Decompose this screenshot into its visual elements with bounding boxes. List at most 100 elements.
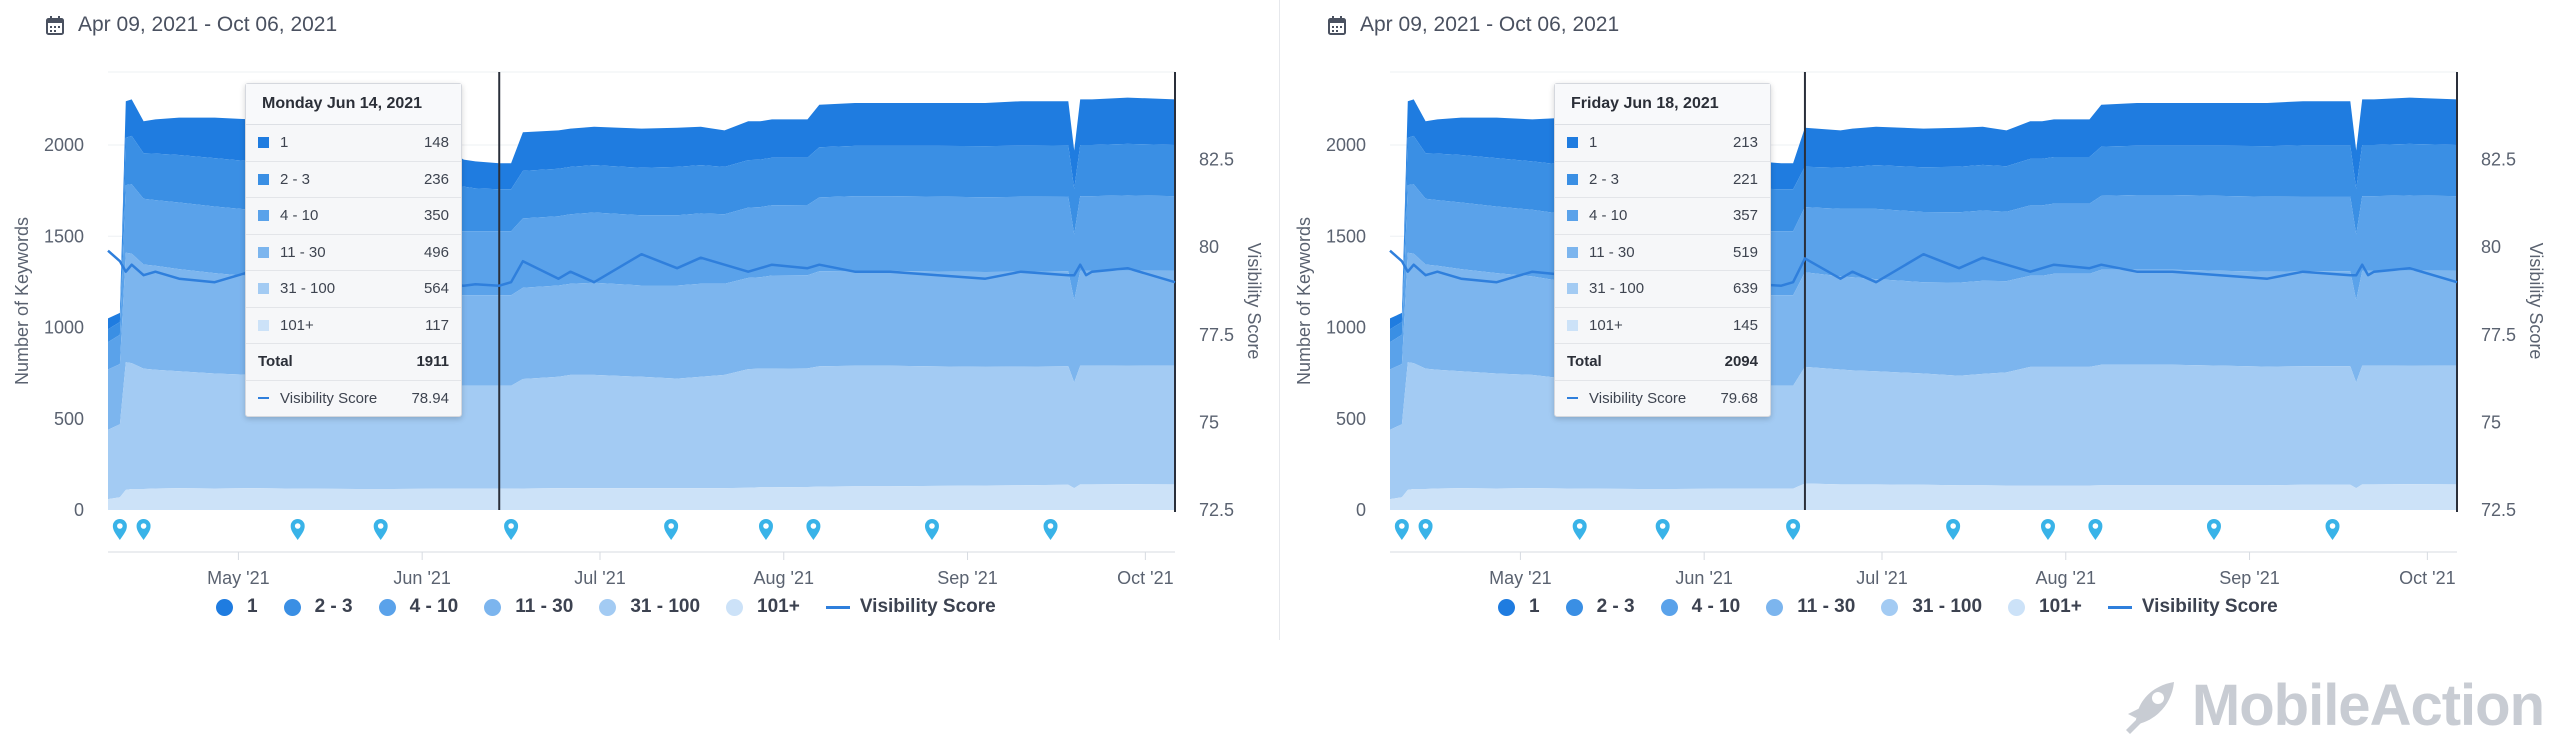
legend-item-rank-101-plus[interactable]: 101+ — [2008, 596, 2082, 618]
x-tick-label: May '21 — [1489, 568, 1551, 588]
tooltip-row-rank-11-30: 11 - 30 519 — [1555, 235, 1770, 271]
pin-shape — [924, 519, 939, 540]
tooltip-swatch — [1567, 283, 1578, 295]
tooltip-row-value: 145 — [1732, 316, 1758, 334]
legend-item-rank-1[interactable]: 1 — [216, 596, 258, 618]
legend-dot — [1660, 598, 1678, 616]
pin-shape — [1946, 519, 1961, 540]
tooltip-row-rank-2-3: 2 - 3 221 — [1555, 162, 1770, 198]
tooltip-swatch — [258, 173, 269, 185]
legend-item-rank-2-3[interactable]: 2 - 3 — [1565, 596, 1635, 618]
tooltip-swatch — [258, 319, 269, 331]
pin-shape — [373, 519, 388, 540]
calendar-icon — [46, 15, 64, 35]
tooltip-row-value: 213 — [1732, 134, 1758, 152]
visibility-score-line — [1389, 249, 2458, 287]
legend-item-rank-4-10[interactable]: 4 - 10 — [1660, 596, 1740, 618]
tooltip-swatch — [1567, 210, 1578, 222]
tooltip-total-value: 1911 — [416, 353, 449, 371]
pin-dot — [1399, 523, 1405, 529]
y-right-tick-label: 80 — [1199, 237, 1219, 257]
x-tick-label: Jun '21 — [393, 568, 450, 588]
tooltip-row-rank-4-10: 4 - 10 357 — [1555, 198, 1770, 235]
legend-dot — [378, 598, 396, 616]
legend-label: 11 - 30 — [1797, 596, 1856, 617]
pin-dot — [377, 523, 384, 529]
legend-item-rank-4-10[interactable]: 4 - 10 — [378, 596, 459, 618]
tooltip-row-value: 639 — [1732, 280, 1758, 298]
tooltip-date: Friday Jun 18, 2021 — [1555, 84, 1770, 125]
pin-shape — [664, 519, 679, 540]
legend-item-visibility-score[interactable]: Visibility Score — [825, 596, 996, 618]
pin-shape — [2325, 519, 2340, 540]
pin-icon — [1418, 519, 1433, 540]
tooltip-row-label: 4 - 10 — [1589, 207, 1628, 225]
tooltip-row-label: 11 - 30 — [280, 243, 326, 261]
y-right-axis-title: Visibility Score — [1244, 243, 1264, 360]
tooltip-row-rank-4-10: 4 - 10 350 — [246, 198, 461, 235]
x-tick-label: Jul '21 — [574, 568, 625, 588]
legend-item-rank-31-100[interactable]: 31 - 100 — [599, 596, 700, 618]
tooltip-row-rank-1: 1 213 — [1555, 125, 1770, 162]
y-right-tick-label: 82.5 — [1199, 150, 1234, 170]
legend-item-rank-101-plus[interactable]: 101+ — [726, 596, 800, 618]
tooltip-row-label: 101+ — [1589, 316, 1623, 334]
legend-dot — [283, 598, 301, 616]
event-pins — [112, 519, 1058, 540]
legend-item-visibility-score[interactable]: Visibility Score — [2107, 596, 2278, 618]
y-tick-label: 500 — [1336, 409, 1366, 429]
stacked-areas — [1390, 97, 2457, 510]
tooltip-row-value: 496 — [423, 243, 449, 261]
tooltip-row-rank-101-plus: 101+ 117 — [246, 308, 461, 344]
pin-dot — [1422, 523, 1429, 529]
tooltip-total-row: Total 1911 — [246, 344, 461, 381]
pin-dot — [1576, 523, 1583, 529]
tooltip-row-rank-2-3: 2 - 3 236 — [246, 162, 461, 198]
legend-item-rank-11-30[interactable]: 11 - 30 — [484, 596, 573, 618]
pin-icon — [806, 519, 821, 540]
tooltip-score-value: 79.68 — [1720, 389, 1758, 407]
pin-dot — [929, 523, 935, 529]
tooltip-score-row: Visibility Score 79.68 — [1555, 381, 1770, 417]
legend-dot — [599, 598, 617, 616]
legend-item-rank-2-3[interactable]: 2 - 3 — [283, 596, 353, 618]
keyword-ranking-chart: 0 500 1000 1500 2000 72.5 75 77.5 80 82.5 May '21 J… — [1294, 71, 2546, 588]
tooltip-row-value: 221 — [1732, 170, 1758, 188]
legend-item-rank-31-100[interactable]: 31 - 100 — [1881, 596, 1982, 618]
pin-dot — [810, 523, 817, 529]
date-range-picker[interactable]: Apr 09, 2021 - Oct 06, 2021 — [46, 12, 337, 38]
pin-icon — [136, 519, 151, 540]
y-axis-title: Number of Keywords — [12, 217, 32, 385]
legend-item-rank-11-30[interactable]: 11 - 30 — [1766, 596, 1855, 618]
pin-dot — [1790, 523, 1796, 529]
legend-dot — [726, 598, 744, 616]
tooltip-line-swatch — [1567, 397, 1578, 400]
pin-icon — [373, 519, 388, 540]
y-tick-label: 1000 — [1326, 318, 1366, 338]
tooltip-score-label: Visibility Score — [280, 389, 378, 407]
tooltip-row-label: 4 - 10 — [280, 207, 319, 225]
legend-label: 101+ — [2039, 596, 2082, 617]
pin-shape — [1043, 519, 1058, 540]
tooltip-row-value: 350 — [423, 207, 449, 225]
x-tick-label: Jul '21 — [1856, 568, 1907, 588]
legend-line — [825, 605, 850, 609]
date-range-text: Apr 09, 2021 - Oct 06, 2021 — [78, 13, 338, 36]
legend-label: 11 - 30 — [515, 596, 574, 617]
pin-shape — [2088, 519, 2103, 540]
rocket-icon — [2125, 681, 2174, 734]
tooltip-row-label: 31 - 100 — [1589, 280, 1645, 298]
tooltip-row-rank-31-100: 31 - 100 639 — [1555, 271, 1770, 308]
tooltip-row-value: 357 — [1732, 207, 1758, 225]
pin-icon — [2040, 519, 2055, 540]
tooltip-row-rank-11-30: 11 - 30 496 — [246, 235, 461, 271]
x-tick-label: Sep '21 — [937, 568, 998, 588]
pin-dot — [294, 523, 301, 529]
visibility-score-line — [107, 249, 1176, 287]
legend-item-rank-1[interactable]: 1 — [1498, 596, 1540, 618]
legend-label: 4 - 10 — [409, 596, 459, 617]
pin-shape — [1786, 519, 1801, 540]
date-range-picker[interactable]: Apr 09, 2021 - Oct 06, 2021 — [1328, 12, 1619, 38]
pin-dot — [1659, 523, 1666, 529]
pin-dot — [763, 523, 769, 529]
